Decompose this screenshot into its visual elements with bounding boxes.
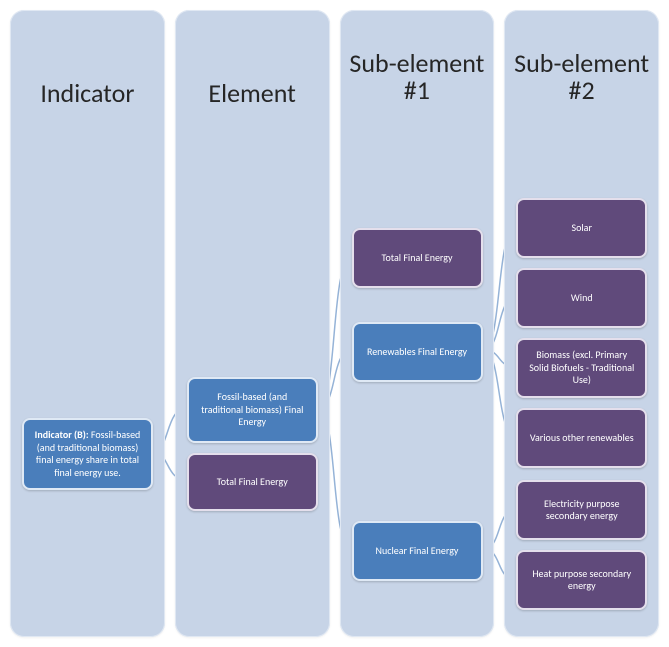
node-sub2-electricity-text: Electricity purpose secondary energy <box>526 498 637 523</box>
node-sub2-heat: Heat purpose secondary energy <box>516 550 647 610</box>
node-indicator: Indicator (B): Fossil-based (and traditi… <box>22 418 153 490</box>
node-sub2-biomass: Biomass (excl. Primary Solid Biofuels - … <box>516 338 647 398</box>
node-sub2-heat-text: Heat purpose secondary energy <box>526 568 637 593</box>
node-sub2-solar: Solar <box>516 198 647 258</box>
node-sub2-biomass-text: Biomass (excl. Primary Solid Biofuels - … <box>526 349 637 387</box>
node-sub2-wind-text: Wind <box>571 292 593 305</box>
node-sub2-wind: Wind <box>516 268 647 328</box>
column-element: Element Fossil-based (and traditional bi… <box>175 10 330 637</box>
column-sub2-header: Sub-element #2 <box>504 50 659 105</box>
column-element-header: Element <box>175 80 330 107</box>
node-sub1-nuclear: Nuclear Final Energy <box>352 521 483 581</box>
node-indicator-prefix: Indicator (B): <box>35 428 89 441</box>
columns-container: Indicator Indicator (B): Fossil-based (a… <box>10 10 659 637</box>
node-indicator-text: Indicator (B): Fossil-based (and traditi… <box>32 429 143 479</box>
node-sub1-total-text: Total Final Energy <box>381 252 452 265</box>
node-element-fossil: Fossil-based (and traditional biomass) F… <box>187 377 318 443</box>
node-sub2-various-text: Various other renewables <box>530 432 634 445</box>
node-sub2-various: Various other renewables <box>516 408 647 468</box>
column-sub1: Sub-element #1 Total Final Energy Renewa… <box>340 10 495 637</box>
node-sub1-renewables-text: Renewables Final Energy <box>367 346 467 359</box>
column-sub1-header: Sub-element #1 <box>340 50 495 105</box>
node-sub2-solar-text: Solar <box>572 222 592 235</box>
column-sub2: Sub-element #2 Solar Wind Biomass (excl.… <box>504 10 659 637</box>
node-sub2-electricity: Electricity purpose secondary energy <box>516 480 647 540</box>
node-element-total-text: Total Final Energy <box>217 476 288 489</box>
node-element-fossil-text: Fossil-based (and traditional biomass) F… <box>197 391 308 429</box>
node-sub1-total: Total Final Energy <box>352 228 483 288</box>
column-indicator-header: Indicator <box>10 80 165 107</box>
column-indicator: Indicator Indicator (B): Fossil-based (a… <box>10 10 165 637</box>
node-sub1-renewables: Renewables Final Energy <box>352 322 483 382</box>
node-sub1-nuclear-text: Nuclear Final Energy <box>376 545 459 558</box>
node-element-total: Total Final Energy <box>187 453 318 511</box>
